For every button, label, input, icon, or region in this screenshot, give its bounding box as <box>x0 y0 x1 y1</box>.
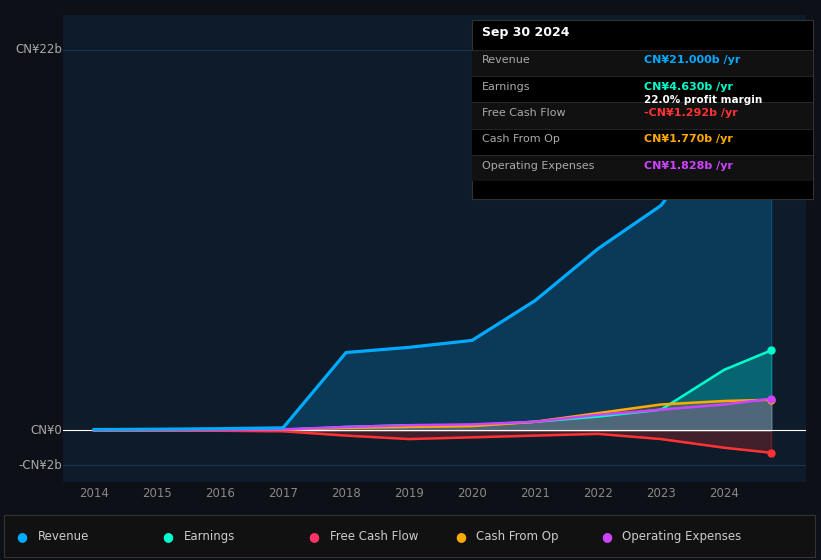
Text: Operating Expenses: Operating Expenses <box>622 530 741 543</box>
Text: Free Cash Flow: Free Cash Flow <box>330 530 419 543</box>
Text: ●: ● <box>16 530 27 543</box>
Text: ●: ● <box>309 530 319 543</box>
Text: 22.0% profit margin: 22.0% profit margin <box>644 95 763 105</box>
Text: Cash From Op: Cash From Op <box>482 134 560 144</box>
Text: CN¥1.770b /yr: CN¥1.770b /yr <box>644 134 733 144</box>
Text: ●: ● <box>601 530 612 543</box>
Text: Sep 30 2024: Sep 30 2024 <box>482 26 570 39</box>
Text: Earnings: Earnings <box>184 530 236 543</box>
Text: Revenue: Revenue <box>38 530 89 543</box>
Text: CN¥22b: CN¥22b <box>15 43 62 56</box>
Text: CN¥0: CN¥0 <box>30 424 62 437</box>
Text: Revenue: Revenue <box>482 55 530 66</box>
Text: Cash From Op: Cash From Op <box>476 530 558 543</box>
Text: CN¥21.000b /yr: CN¥21.000b /yr <box>644 55 741 66</box>
Text: CN¥4.630b /yr: CN¥4.630b /yr <box>644 82 733 92</box>
Text: ●: ● <box>163 530 173 543</box>
Text: Free Cash Flow: Free Cash Flow <box>482 108 566 118</box>
Text: -CN¥2b: -CN¥2b <box>18 459 62 472</box>
Text: CN¥1.828b /yr: CN¥1.828b /yr <box>644 161 733 171</box>
Text: ●: ● <box>455 530 466 543</box>
Text: Earnings: Earnings <box>482 82 530 92</box>
Text: -CN¥1.292b /yr: -CN¥1.292b /yr <box>644 108 738 118</box>
Text: Operating Expenses: Operating Expenses <box>482 161 594 171</box>
